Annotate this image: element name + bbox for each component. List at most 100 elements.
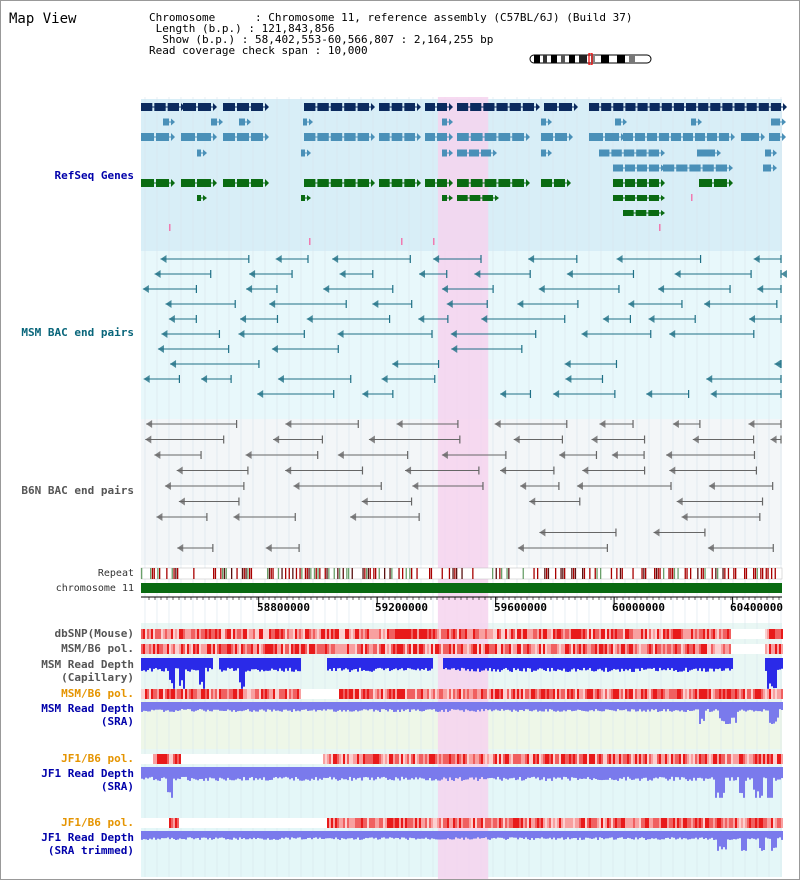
read-depth-bar <box>463 658 465 669</box>
read-depth-bar <box>693 702 695 711</box>
read-depth-bar <box>475 767 477 778</box>
repeat-element <box>501 568 503 579</box>
read-depth-bar <box>627 658 629 671</box>
polymorphism-cell <box>383 689 385 699</box>
polymorphism-cell <box>373 644 375 654</box>
read-depth-bar <box>599 831 601 838</box>
polymorphism-cell <box>297 754 299 764</box>
polymorphism-cell <box>317 818 319 828</box>
gene-exon <box>211 118 217 126</box>
read-depth-bar <box>543 702 545 712</box>
polymorphism-cell <box>593 644 595 654</box>
polymorphism-cell <box>389 644 391 654</box>
read-depth-bar <box>269 702 271 710</box>
read-depth-bar <box>237 658 239 669</box>
polymorphism-cell <box>279 818 281 828</box>
polymorphism-cell <box>481 754 483 764</box>
polymorphism-cell <box>395 689 397 699</box>
polymorphism-cell <box>147 629 149 639</box>
polymorphism-cell <box>781 644 783 654</box>
read-depth-bar <box>739 702 741 711</box>
read-depth-bar <box>477 658 479 669</box>
polymorphism-cell <box>177 754 179 764</box>
gene-exon <box>758 103 769 111</box>
polymorphism-cell <box>215 754 217 764</box>
polymorphism-cell <box>561 629 563 639</box>
polymorphism-cell <box>663 629 665 639</box>
read-depth-bar <box>485 658 487 669</box>
polymorphism-cell <box>353 818 355 828</box>
polymorphism-cell <box>243 754 245 764</box>
polymorphism-cell <box>261 689 263 699</box>
read-depth-bar <box>517 767 519 780</box>
polymorphism-cell <box>239 818 241 828</box>
polymorphism-cell <box>469 818 471 828</box>
read-depth-bar <box>499 658 501 672</box>
polymorphism-cell <box>741 754 743 764</box>
read-depth-bar <box>387 831 389 839</box>
polymorphism-cell <box>249 818 251 828</box>
read-depth-bar <box>607 831 609 839</box>
read-depth-bar <box>387 702 389 712</box>
polymorphism-cell <box>239 754 241 764</box>
read-depth-bar <box>275 767 277 777</box>
polymorphism-cell <box>219 818 221 828</box>
polymorphism-cell <box>419 644 421 654</box>
repeat-element <box>157 568 159 579</box>
read-depth-bar <box>711 831 713 838</box>
polymorphism-cell <box>201 818 203 828</box>
polymorphism-cell <box>275 754 277 764</box>
polymorphism-cell <box>513 754 515 764</box>
polymorphism-cell <box>179 754 181 764</box>
read-depth-bar <box>273 831 275 839</box>
polymorphism-cell <box>283 818 285 828</box>
read-depth-bar <box>307 831 309 838</box>
polymorphism-cell <box>303 689 305 699</box>
repeat-element <box>175 568 177 579</box>
polymorphism-cell <box>447 689 449 699</box>
track-label-msm-depth-sra-sub: (SRA) <box>100 715 134 728</box>
polymorphism-cell <box>485 818 487 828</box>
read-depth-bar <box>501 831 503 838</box>
polymorphism-cell <box>177 689 179 699</box>
repeat-element <box>313 568 316 579</box>
polymorphism-cell <box>711 689 713 699</box>
polymorphism-cell <box>253 644 255 654</box>
polymorphism-cell <box>281 644 283 654</box>
polymorphism-cell <box>709 644 711 654</box>
polymorphism-cell <box>443 818 445 828</box>
read-depth-bar <box>275 702 277 711</box>
polymorphism-cell <box>313 818 315 828</box>
read-depth-bar <box>195 658 197 671</box>
polymorphism-cell <box>233 644 235 654</box>
gene-exon <box>425 133 435 141</box>
repeat-element <box>249 568 251 579</box>
msm-bac-pair-end <box>602 315 609 323</box>
repeat-element <box>756 568 758 579</box>
polymorphism-cell <box>691 754 693 764</box>
polymorphism-cell <box>771 754 773 764</box>
read-depth-bar <box>281 831 283 838</box>
read-depth-bar <box>179 831 181 839</box>
polymorphism-cell <box>547 818 549 828</box>
chromosome-ideogram[interactable] <box>529 53 653 65</box>
polymorphism-cell <box>533 629 535 639</box>
msm-bac-pair-end <box>332 255 339 263</box>
gene-exon <box>197 195 201 201</box>
polymorphism-cell <box>523 644 525 654</box>
polymorphism-cell <box>645 629 647 639</box>
read-depth-bar <box>157 831 159 839</box>
read-depth-bar <box>285 702 287 710</box>
polymorphism-cell <box>321 818 323 828</box>
read-depth-bar <box>363 702 365 710</box>
polymorphism-cell <box>163 818 165 828</box>
repeat-element <box>452 568 454 579</box>
polymorphism-cell <box>397 629 399 639</box>
read-depth-bar <box>317 767 319 781</box>
polymorphism-cell <box>213 644 215 654</box>
polymorphism-cell <box>357 818 359 828</box>
polymorphism-cell <box>379 754 381 764</box>
read-depth-bar <box>369 767 371 780</box>
read-depth-bar <box>605 702 607 710</box>
